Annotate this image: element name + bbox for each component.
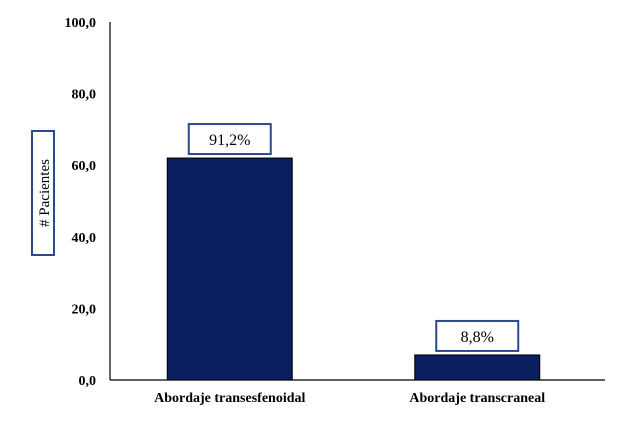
data-label: 91,2%: [209, 132, 250, 149]
y-axis-title-group: # Pacientes: [31, 130, 55, 256]
bars: [166, 157, 541, 381]
y-tick-label: 0,0: [79, 374, 97, 389]
y-axis: 0,0 20,0 40,0 60,0 80,0 100,0: [65, 16, 111, 389]
x-tick-label: Abordaje transcraneal: [409, 391, 545, 406]
y-tick-label: 40,0: [72, 231, 97, 246]
y-axis-title: # Pacientes: [37, 159, 53, 227]
y-tick-label: 80,0: [72, 88, 97, 103]
y-tick-label: 100,0: [65, 16, 97, 31]
y-tick-label: 60,0: [72, 159, 97, 174]
x-tick-label: Abordaje transesfenoidal: [154, 391, 305, 406]
bar: [414, 354, 541, 381]
data-label-box: [187, 123, 272, 156]
x-axis: Abordaje transesfenoidal Abordaje transcr…: [110, 379, 605, 406]
data-label-box: [435, 319, 520, 352]
bar: [166, 157, 293, 381]
data-label: 8,8%: [461, 329, 494, 346]
y-tick-label: 20,0: [72, 302, 97, 317]
y-axis-title-box: [31, 130, 55, 256]
data-labels: 91,2% 8,8%: [187, 123, 520, 352]
